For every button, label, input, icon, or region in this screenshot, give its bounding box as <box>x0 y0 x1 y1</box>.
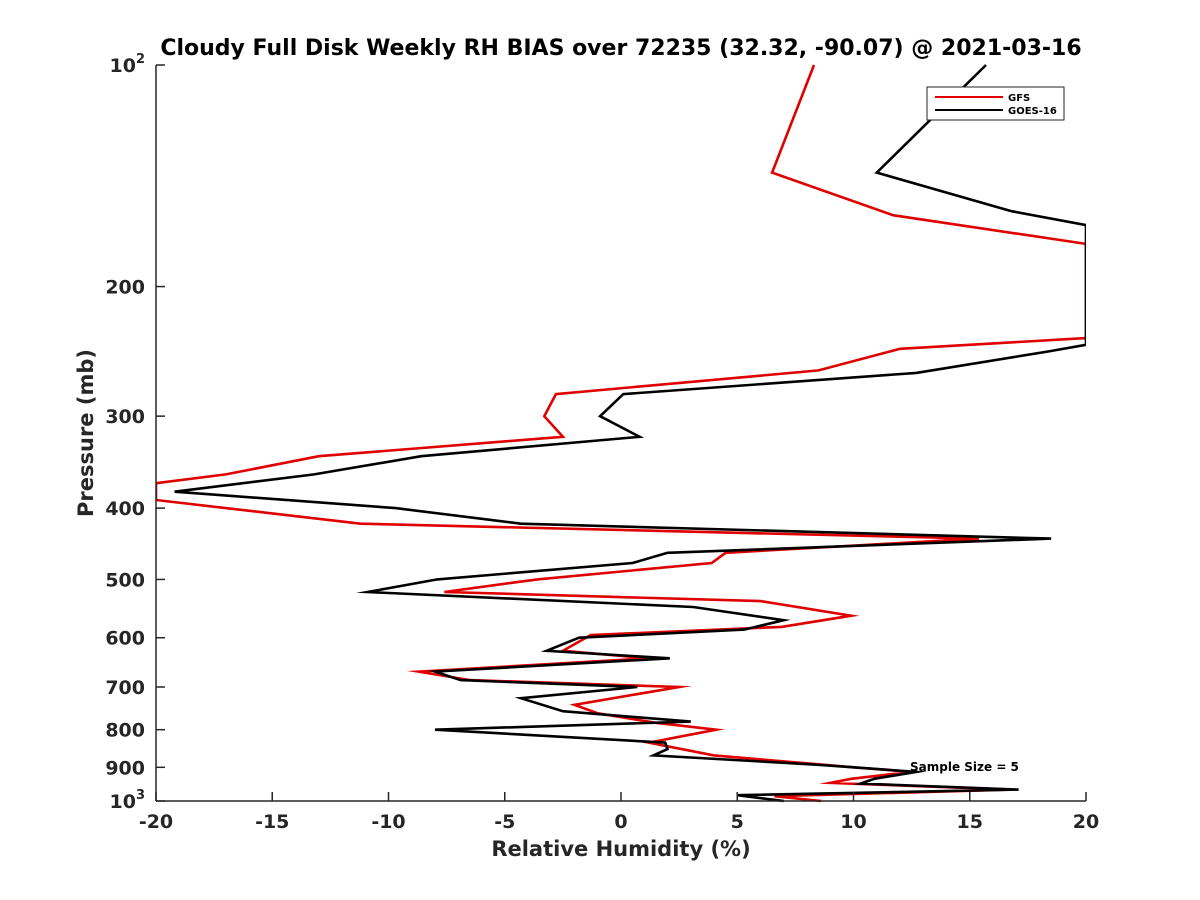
x-axis-label: Relative Humidity (%) <box>491 837 750 861</box>
x-tick-label: 10 <box>840 811 866 833</box>
x-tick-label: -20 <box>139 811 173 833</box>
series-line-gfs <box>156 64 1086 803</box>
y-tick-label: 600 <box>105 628 145 650</box>
y-tick-label: 300 <box>105 406 145 428</box>
y-tick-label: 800 <box>105 720 145 742</box>
x-tick-label: -10 <box>371 811 405 833</box>
y-ticks: 102 200 300 400 500 600 700 800 900 103 <box>105 52 165 813</box>
y-tick-label: 400 <box>105 498 145 520</box>
legend-label-gfs: GFS <box>1008 93 1030 104</box>
x-tick-label: -5 <box>494 811 515 833</box>
x-tick-label: 5 <box>731 811 744 833</box>
x-tick-label: 20 <box>1073 811 1099 833</box>
legend-box <box>926 86 1065 121</box>
legend-label-goes16: GOES-16 <box>1008 106 1057 117</box>
y-tick-label: 200 <box>105 277 145 299</box>
x-tick-label: -15 <box>255 811 289 833</box>
x-ticks: -20 -15 -10 -5 0 5 10 15 20 <box>139 792 1099 833</box>
y-tick-label: 700 <box>105 677 145 699</box>
series-layer <box>156 64 1086 803</box>
series-line-goes16 <box>174 64 1086 803</box>
x-tick-label: 15 <box>957 811 983 833</box>
y-tick-label: 102 <box>110 52 146 77</box>
y-axis-label: Pressure (mb) <box>74 349 98 517</box>
y-tick-label: 103 <box>110 788 146 813</box>
y-tick-label: 500 <box>105 569 145 591</box>
legend: GFS GOES-16 <box>926 86 1065 121</box>
axes <box>155 65 1086 802</box>
x-tick-label: 0 <box>614 811 627 833</box>
sample-size-annotation: Sample Size = 5 <box>910 760 1019 774</box>
y-tick-label: 900 <box>105 757 145 779</box>
chart-title: Cloudy Full Disk Weekly RH BIAS over 722… <box>160 36 1081 61</box>
